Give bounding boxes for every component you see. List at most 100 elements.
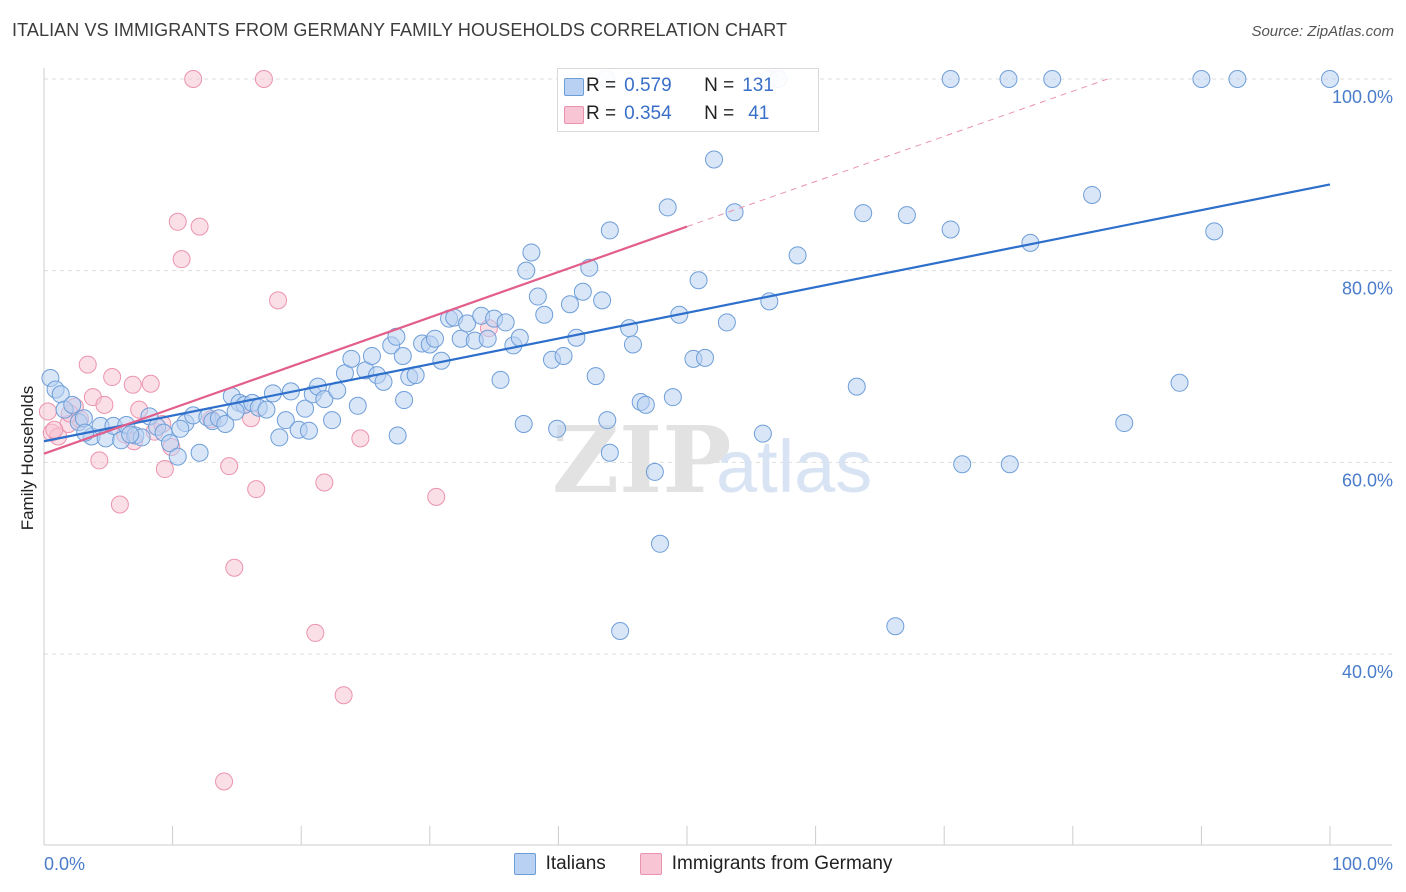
italians-point bbox=[705, 150, 724, 169]
italians-point bbox=[270, 428, 289, 447]
italians-point bbox=[636, 395, 655, 414]
italians-point bbox=[598, 411, 617, 430]
italians-point bbox=[886, 617, 905, 636]
italians-point bbox=[388, 426, 407, 445]
immigrants-point bbox=[155, 460, 174, 479]
italians-swatch bbox=[564, 78, 584, 96]
y-tick-label: 100.0% bbox=[1332, 87, 1393, 107]
italians-point bbox=[535, 305, 554, 324]
italians-point bbox=[1000, 455, 1019, 474]
italians-point bbox=[600, 221, 619, 240]
immigrants-trend-extension bbox=[686, 78, 1108, 228]
italians-point bbox=[611, 622, 630, 640]
italians-point bbox=[941, 70, 960, 88]
immigrants-point bbox=[427, 487, 446, 506]
watermark-zip: ZIP bbox=[552, 406, 731, 514]
italians-point bbox=[216, 415, 235, 433]
italians-point bbox=[276, 411, 295, 430]
italians-point bbox=[658, 198, 677, 217]
immigrants-legend-swatch bbox=[639, 853, 662, 875]
italians-point bbox=[1192, 70, 1211, 88]
r-label: R = bbox=[586, 103, 617, 124]
immigrants-point bbox=[103, 368, 122, 387]
immigrants-point bbox=[172, 250, 191, 269]
italians-point bbox=[586, 367, 605, 386]
tick-labels: 40.0% 60.0% 80.0% 100.0% 0.0% 100.0% bbox=[44, 87, 1393, 874]
immigrants-trend-line bbox=[43, 225, 688, 455]
italians-point bbox=[171, 419, 190, 438]
immigrants-point bbox=[110, 495, 129, 514]
italians-point bbox=[1321, 70, 1339, 88]
immigrants-point bbox=[78, 355, 97, 374]
italians-point bbox=[560, 295, 579, 314]
n-label: N = bbox=[704, 75, 735, 96]
italians-legend-swatch bbox=[513, 853, 536, 875]
y-tick-label: 80.0% bbox=[1342, 279, 1393, 299]
x-tick-label-min: 0.0% bbox=[44, 854, 85, 874]
r-value: 0.579 bbox=[624, 75, 672, 96]
italians-point bbox=[323, 411, 342, 430]
bottom-legend: Italians Immigrants from Germany bbox=[0, 851, 1406, 877]
italians-point bbox=[567, 328, 586, 347]
n-label: N = bbox=[704, 103, 735, 124]
italians-point bbox=[897, 206, 916, 225]
italians-point bbox=[1043, 70, 1062, 88]
immigrants-point bbox=[215, 772, 234, 791]
italians-point bbox=[458, 314, 477, 333]
stats-legend: R = 0.579 N = 131 R = 0.354 N = 41 bbox=[557, 68, 819, 132]
n-value: 131 bbox=[742, 75, 774, 96]
italians-point bbox=[299, 421, 318, 440]
watermark-atlas: atlas bbox=[716, 425, 872, 508]
italians-point bbox=[395, 391, 414, 410]
immigrants-point bbox=[190, 217, 209, 236]
x-tick-label-max: 100.0% bbox=[1332, 854, 1393, 874]
series-italians-points bbox=[41, 70, 1339, 640]
italians-point bbox=[425, 329, 444, 348]
italians-point bbox=[517, 261, 536, 280]
legend-label: Immigrants from Germany bbox=[671, 853, 893, 874]
italians-point bbox=[696, 348, 715, 367]
italians-point bbox=[478, 329, 497, 348]
italians-point bbox=[514, 415, 533, 433]
italians-point bbox=[1205, 222, 1224, 241]
italians-point bbox=[362, 346, 381, 365]
immigrants-point bbox=[334, 686, 353, 705]
italians-point bbox=[663, 388, 682, 407]
immigrants-point bbox=[220, 457, 239, 476]
immigrants-point bbox=[45, 420, 64, 439]
y-tick-label: 40.0% bbox=[1342, 662, 1393, 682]
italians-point bbox=[623, 335, 642, 354]
immigrants-point bbox=[168, 212, 187, 231]
italians-point bbox=[1083, 185, 1102, 204]
italians-point bbox=[600, 443, 619, 462]
axes bbox=[43, 68, 1392, 846]
italians-point bbox=[717, 313, 736, 332]
italians-point bbox=[753, 424, 772, 443]
immigrants-point bbox=[141, 374, 160, 393]
italians-point bbox=[510, 328, 529, 347]
legend-label: Italians bbox=[545, 853, 606, 874]
italians-point bbox=[522, 243, 541, 262]
y-tick-label: 60.0% bbox=[1342, 470, 1393, 490]
n-value: 41 bbox=[748, 103, 770, 124]
italians-point bbox=[573, 282, 592, 301]
immigrants-swatch bbox=[564, 106, 584, 124]
italians-point bbox=[528, 287, 547, 306]
italians-point bbox=[161, 434, 180, 453]
italians-point bbox=[788, 246, 807, 265]
immigrants-point bbox=[247, 480, 266, 499]
legend-item-immigrants[interactable]: Immigrants from Germany bbox=[639, 851, 893, 877]
r-value: 0.354 bbox=[624, 103, 672, 124]
legend-item-italians[interactable]: Italians bbox=[513, 851, 606, 877]
italians-point bbox=[645, 462, 664, 481]
immigrants-point bbox=[254, 70, 273, 88]
italians-point bbox=[1115, 414, 1134, 433]
italians-point bbox=[348, 396, 367, 415]
italians-point bbox=[168, 447, 187, 466]
italians-point bbox=[315, 390, 334, 409]
italians-point bbox=[847, 377, 866, 396]
immigrants-point bbox=[184, 70, 203, 88]
italians-point bbox=[650, 534, 669, 553]
trend-lines bbox=[43, 78, 1331, 455]
